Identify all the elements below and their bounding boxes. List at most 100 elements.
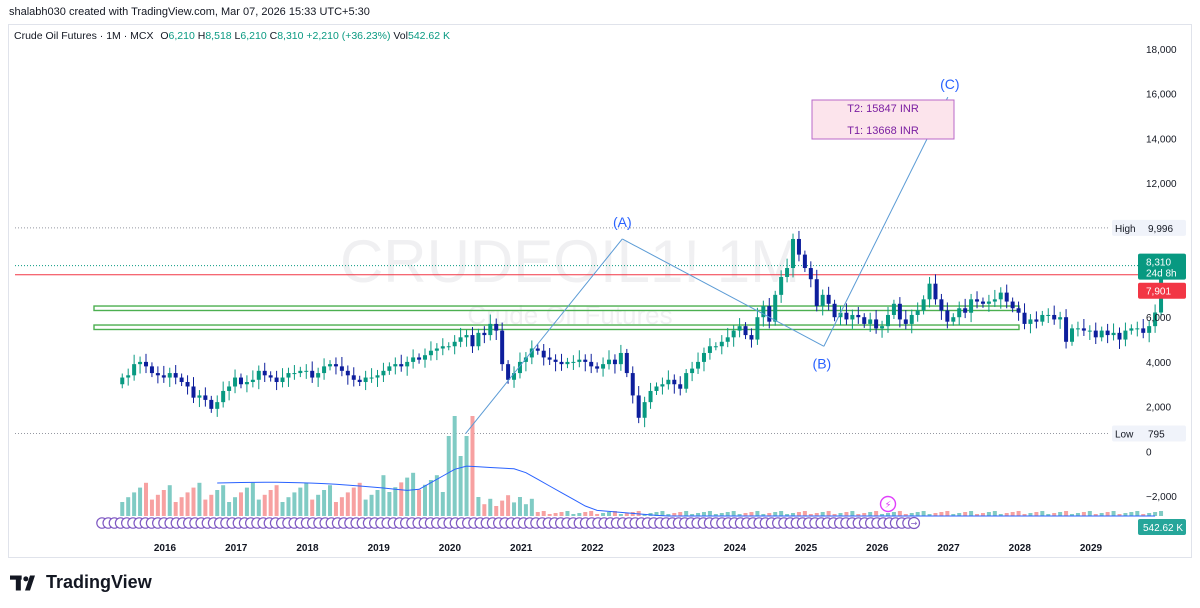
candle-body [399,364,404,367]
x-tick-label: 2019 [368,543,391,554]
volume-bar [227,502,232,516]
volume-bar [316,494,321,516]
volume-bar [529,498,534,516]
watermark-symbol: CRUDEOIL1! 1M [340,228,800,295]
volume-bar [773,512,778,516]
candle-body [672,379,677,385]
volume-bar [167,485,172,516]
volume-bar [1052,513,1057,516]
volume-bar [1075,513,1080,516]
volume-bar [785,514,790,516]
candle-body [1111,332,1116,336]
target-t2: T2: 15847 INR [847,103,919,115]
volume-bar [482,504,487,516]
candle-body [791,238,796,269]
candle-body [927,283,932,300]
candle-body [565,361,570,365]
volume-bar [850,511,855,516]
candle-body [1081,328,1086,331]
volume-bar [209,494,214,516]
candle-body [808,268,813,280]
candle-body [980,301,985,304]
volume-bar [256,499,261,516]
volume-bar [1022,514,1027,516]
candle-body [173,373,178,378]
candle-body [559,361,564,365]
tradingview-logo[interactable]: TradingView [10,572,152,593]
candle-body [583,359,588,362]
candle-body [648,390,653,403]
volume-bar [1111,511,1116,516]
x-tick-label: 2029 [1080,543,1103,554]
candle-body [1004,292,1009,302]
volume-bar [791,513,796,516]
wave-segment [622,238,825,347]
volume-bar [221,485,226,516]
volume-bar [1105,512,1110,516]
candle-body [933,283,938,300]
symbol-legend[interactable]: Crude Oil Futures · 1M · MCX O6,210 H8,5… [14,30,450,42]
volume-bar [885,513,890,516]
volume-bar [452,416,457,516]
event-more-icon [907,516,921,530]
x-tick-label: 2020 [439,543,462,554]
volume-bar [701,512,706,516]
high-tag-label: High [1115,224,1136,235]
candle-body [256,370,261,380]
top-bar: shalabh030 created with TradingView.com,… [0,0,1200,24]
volume-bar [512,502,517,516]
volume-bar [607,512,612,516]
candle-body [814,279,819,307]
y-tick-label: 0 [1146,447,1152,458]
candle-body [749,335,754,340]
wave-label: (C) [940,76,959,92]
candle-body [339,366,344,371]
candle-body [322,366,327,374]
volume-bar [120,502,125,516]
candle-body [601,364,606,369]
candle-body [238,377,243,385]
x-tick-label: 2016 [154,543,177,554]
candle-body [535,348,540,351]
volume-bar [1028,513,1033,516]
candle-body [957,308,962,318]
volume-bar [767,513,772,516]
volume-bar [595,514,600,516]
candle-body [553,359,558,362]
author-credit: shalabh030 created with TradingView.com,… [9,6,370,18]
volume-bar [428,480,433,516]
volume-bar [624,513,629,516]
candle-body [547,357,552,360]
candle-body [1087,330,1092,332]
candle-body [571,361,576,363]
volume-bar [132,492,137,516]
candle-body [701,352,706,362]
volume-bar [737,514,742,516]
candle-body [779,276,784,295]
x-tick-label: 2026 [866,543,889,554]
volume-bar [559,512,564,516]
time-axis[interactable]: 2016 2017 2018 2019 2020 2021 2022 2023 2024 2025… [154,543,1103,554]
candle-body [838,312,843,318]
volume-bar [719,513,724,516]
candle-body [333,364,338,367]
low-tag-box [1112,425,1186,442]
volume-bar [1004,513,1009,516]
candle-body [500,330,505,365]
candle-body [328,364,333,367]
brand-name: TradingView [46,572,152,592]
candle-body [250,379,255,383]
volume-bar [1081,512,1086,516]
volume-bar [897,511,902,516]
volume-bar [446,436,451,516]
volume-bar [880,514,885,516]
x-tick-label: 2027 [937,543,960,554]
red-level-value: 7,901 [1146,287,1171,298]
candle-body [1070,328,1075,342]
candle-body [529,348,534,358]
target-box[interactable] [811,99,955,140]
candle-body [915,310,920,315]
candle-body [523,357,528,362]
low-tag-label: Low [1115,430,1134,441]
